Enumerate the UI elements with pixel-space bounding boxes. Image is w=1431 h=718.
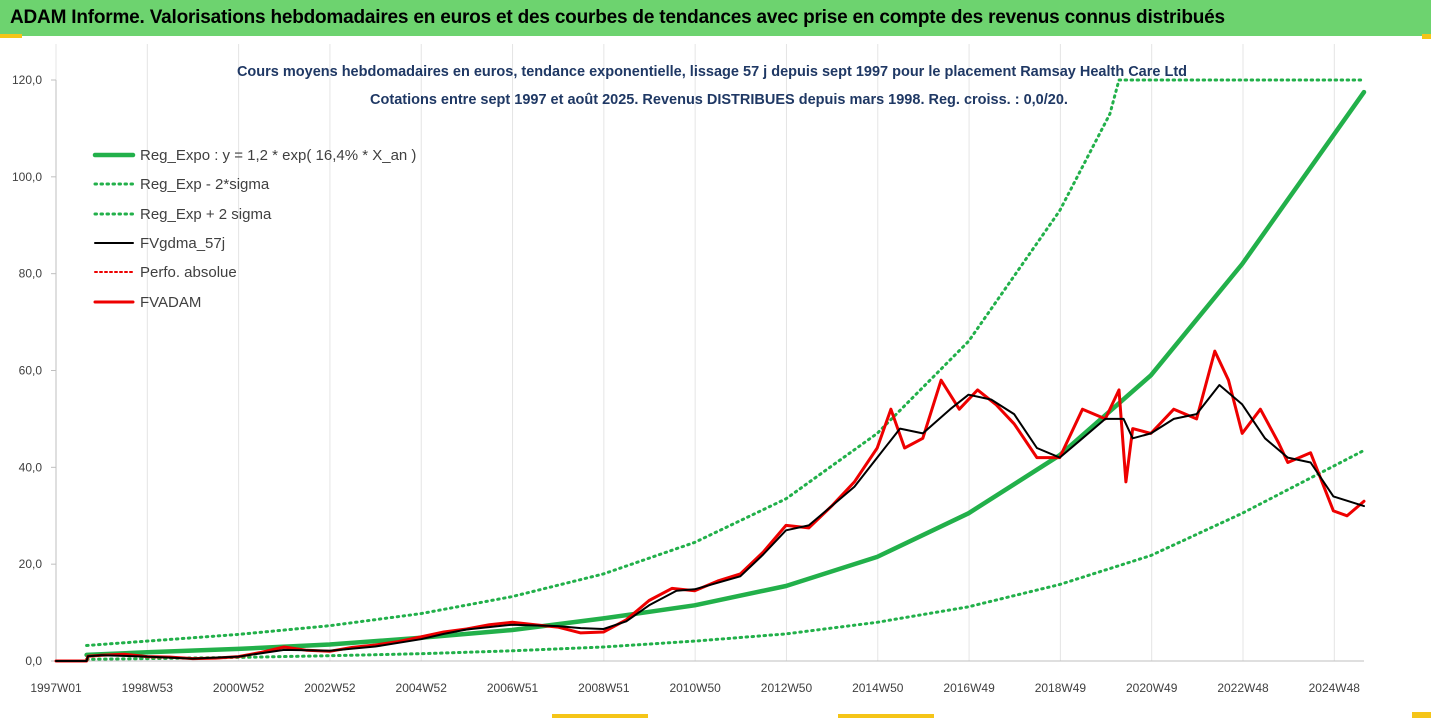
y-tick-label: 60,0 bbox=[19, 364, 43, 378]
series-line-0 bbox=[84, 89, 1367, 658]
x-tick-label: 2016W49 bbox=[943, 681, 995, 695]
y-tick-label: 40,0 bbox=[19, 460, 43, 474]
y-tick-label: 100,0 bbox=[12, 170, 42, 184]
legend: Reg_Expo : y = 1,2 * exp( 16,4% * X_an )… bbox=[92, 147, 416, 311]
x-tick-label: 2018W49 bbox=[1035, 681, 1087, 695]
y-axis: 0,0 20,0 40,0 60,0 80,0 100,0 120,0 bbox=[12, 73, 57, 668]
corner-mark-top-left bbox=[0, 34, 22, 38]
series-line-1 bbox=[85, 448, 1366, 661]
series-line-3 bbox=[55, 384, 1365, 662]
x-tick-label: 1997W01 bbox=[30, 681, 82, 695]
x-tick-label: 2002W52 bbox=[304, 681, 356, 695]
series-line-2 bbox=[85, 78, 1366, 647]
y-tick-label: 120,0 bbox=[12, 73, 42, 87]
legend-label: Reg_Exp + 2 sigma bbox=[140, 206, 272, 223]
x-axis: 1997W01 1998W53 2000W52 2002W52 2004W52 2006W… bbox=[30, 660, 1364, 695]
chart-title: Cours moyens hebdomadaires en euros, ten… bbox=[237, 64, 1187, 80]
series-layer bbox=[54, 78, 1367, 663]
y-tick-label: 20,0 bbox=[19, 557, 43, 571]
y-tick-label: 0,0 bbox=[25, 654, 42, 668]
corner-mark-top-right bbox=[1422, 34, 1431, 39]
bottom-marker bbox=[838, 714, 934, 718]
legend-label: FVgdma_57j bbox=[140, 235, 225, 252]
x-tick-label: 2008W51 bbox=[578, 681, 630, 695]
x-tick-label: 2014W50 bbox=[852, 681, 904, 695]
chart-subtitle: Cotations entre sept 1997 et août 2025. … bbox=[370, 92, 1068, 108]
bottom-marker bbox=[552, 714, 648, 718]
legend-label: Reg_Expo : y = 1,2 * exp( 16,4% * X_an ) bbox=[140, 147, 416, 164]
x-tick-label: 2010W50 bbox=[669, 681, 721, 695]
x-tick-label: 2006W51 bbox=[487, 681, 539, 695]
y-tick-label: 80,0 bbox=[19, 267, 43, 281]
x-tick-label: 2022W48 bbox=[1217, 681, 1269, 695]
legend-label: Perfo. absolue bbox=[140, 264, 237, 281]
legend-label: Reg_Exp - 2*sigma bbox=[140, 176, 270, 193]
bottom-marker bbox=[1412, 712, 1431, 718]
x-tick-label: 2000W52 bbox=[213, 681, 265, 695]
x-tick-label: 2004W52 bbox=[396, 681, 448, 695]
x-tick-label: 1998W53 bbox=[122, 681, 174, 695]
report-banner: ADAM Informe. Valorisations hebdomadaire… bbox=[0, 0, 1431, 36]
x-tick-label: 2024W48 bbox=[1309, 681, 1361, 695]
legend-label: FVADAM bbox=[140, 294, 201, 311]
series-line-5 bbox=[54, 349, 1366, 663]
vertical-grid bbox=[55, 44, 1335, 661]
x-tick-label: 2012W50 bbox=[761, 681, 813, 695]
report-title: ADAM Informe. Valorisations hebdomadaire… bbox=[10, 7, 1225, 28]
x-tick-label: 2020W49 bbox=[1126, 681, 1178, 695]
